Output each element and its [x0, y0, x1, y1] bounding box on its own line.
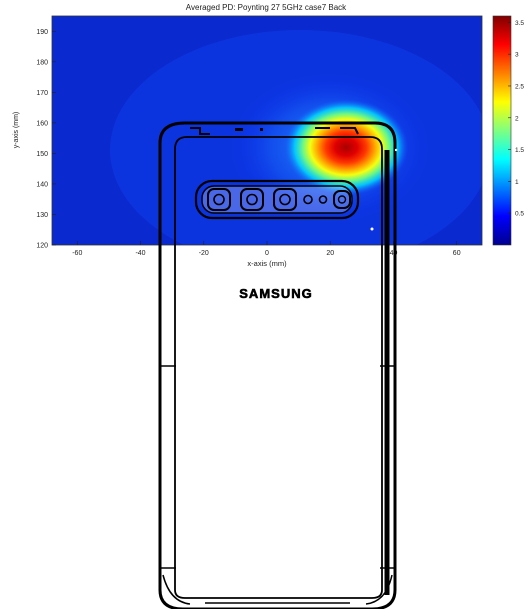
- camera-lens-1: [207, 188, 231, 211]
- colorbar-tick-label: 1: [515, 179, 519, 186]
- colorbar-tick-label: 3.5: [515, 20, 524, 27]
- camera-sensor: [318, 195, 328, 204]
- y-axis: 120 130 140 150 160 170 180 190 y-axis (mm): [13, 29, 56, 250]
- overlay-mark: [394, 148, 398, 152]
- samsung-logo: SAMSUNG: [239, 286, 312, 301]
- x-tick-label: -40: [135, 250, 145, 257]
- x-tick-label: 20: [326, 250, 334, 257]
- y-tick-label: 170: [36, 90, 48, 97]
- colorbar-gradient: [492, 15, 512, 246]
- heatmap-plot-area: [51, 15, 483, 246]
- camera-flash: [303, 194, 313, 205]
- phone-top-dot: [260, 128, 263, 131]
- colorbar-tick-label: 2.5: [515, 83, 524, 90]
- colorbar-tick-label: 1.5: [515, 147, 524, 154]
- y-tick-label: 120: [36, 243, 48, 250]
- overlay-mark: [370, 227, 374, 231]
- phone-top-slot: [235, 128, 243, 131]
- camera-lens-2: [240, 188, 264, 211]
- phone-top-notch: [190, 127, 359, 135]
- camera-lens-4: [333, 190, 351, 209]
- x-tick-label: 0: [265, 250, 269, 257]
- y-tick-label: 160: [36, 120, 48, 127]
- camera-module-inner: [201, 185, 353, 214]
- phone-inner-edge: [174, 136, 383, 599]
- camera-module: [194, 179, 360, 220]
- phone-bottom-rail: [162, 574, 393, 605]
- x-tick-label: 60: [453, 250, 461, 257]
- colorbar-tick-label: 0.5: [515, 211, 524, 218]
- phone-outer-edge: [158, 121, 397, 609]
- x-axis-label: x-axis (mm): [247, 259, 287, 268]
- colorbar-tick-label: 3: [515, 52, 519, 59]
- y-axis-label: y-axis (mm): [13, 112, 20, 149]
- camera-module-outer: [194, 179, 360, 220]
- y-tick-label: 130: [36, 212, 48, 219]
- colorbar: 0.5 1 1.5 2 2.5 3 3.5: [492, 15, 524, 246]
- chart-title: Averaged PD: Poynting 27 5GHz case7 Back: [186, 3, 347, 12]
- y-tick-label: 180: [36, 59, 48, 66]
- y-tick-label: 140: [36, 181, 48, 188]
- colorbar-tick-label: 2: [515, 115, 519, 122]
- y-tick-label: 190: [36, 29, 48, 36]
- camera-lens-3: [273, 188, 297, 211]
- x-tick-label: -60: [72, 250, 82, 257]
- x-tick-label: -20: [199, 250, 209, 257]
- y-tick-label: 150: [36, 151, 48, 158]
- phone-outline: [158, 121, 397, 609]
